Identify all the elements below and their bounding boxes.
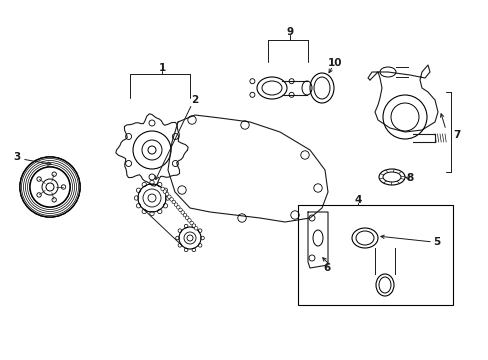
- Text: 2: 2: [191, 95, 198, 105]
- Circle shape: [181, 211, 184, 214]
- Circle shape: [52, 198, 56, 202]
- Circle shape: [37, 193, 41, 197]
- Text: 4: 4: [354, 195, 361, 205]
- Circle shape: [167, 195, 171, 199]
- Circle shape: [187, 219, 191, 222]
- Circle shape: [169, 198, 173, 201]
- Text: 9: 9: [286, 27, 293, 37]
- Circle shape: [178, 208, 182, 212]
- Text: 6: 6: [323, 263, 330, 273]
- Circle shape: [163, 190, 166, 193]
- Text: 7: 7: [452, 130, 460, 140]
- Circle shape: [185, 216, 189, 220]
- Circle shape: [161, 187, 164, 191]
- Circle shape: [174, 203, 178, 206]
- Text: 1: 1: [158, 63, 165, 73]
- Circle shape: [165, 192, 168, 196]
- Text: 8: 8: [406, 173, 413, 183]
- Bar: [297, 205, 452, 305]
- Circle shape: [183, 213, 186, 217]
- Circle shape: [52, 172, 56, 176]
- Circle shape: [176, 206, 180, 209]
- Text: 5: 5: [432, 237, 440, 247]
- Circle shape: [61, 185, 65, 189]
- Text: 10: 10: [327, 58, 342, 68]
- Text: 3: 3: [13, 152, 20, 162]
- Circle shape: [194, 226, 198, 230]
- Circle shape: [172, 200, 175, 204]
- Circle shape: [189, 221, 193, 225]
- Circle shape: [37, 177, 41, 181]
- Circle shape: [192, 224, 195, 228]
